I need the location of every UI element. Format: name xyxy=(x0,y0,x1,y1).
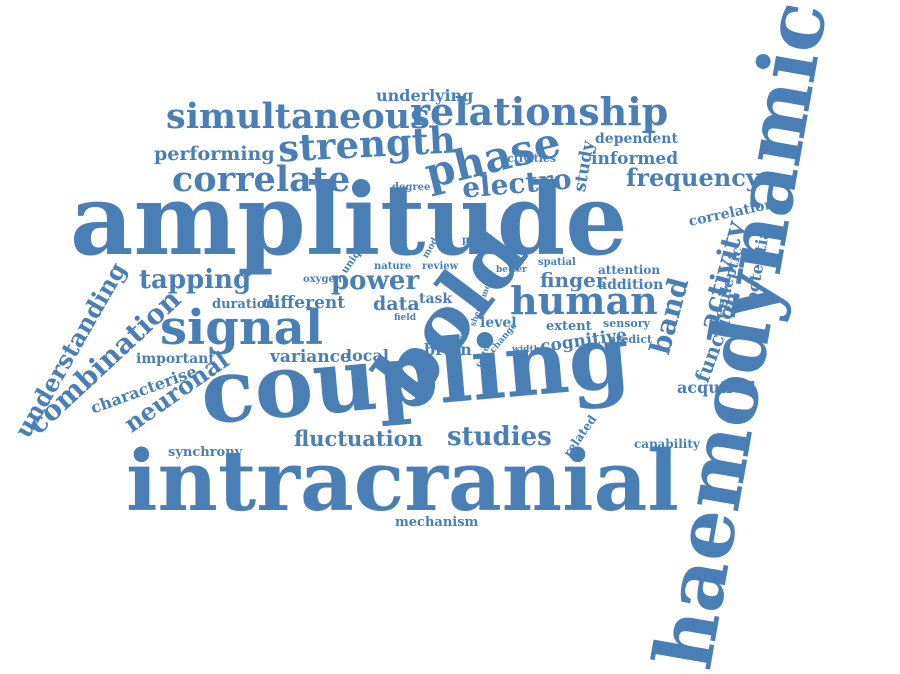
word-dependent: dependent xyxy=(595,132,678,146)
word-power: power xyxy=(331,268,419,294)
word-intracranial: intracranial xyxy=(126,440,679,523)
word-degree: degree xyxy=(392,183,430,193)
word-attention: attention xyxy=(598,264,660,276)
word-mechanism: mechanism xyxy=(395,516,478,529)
